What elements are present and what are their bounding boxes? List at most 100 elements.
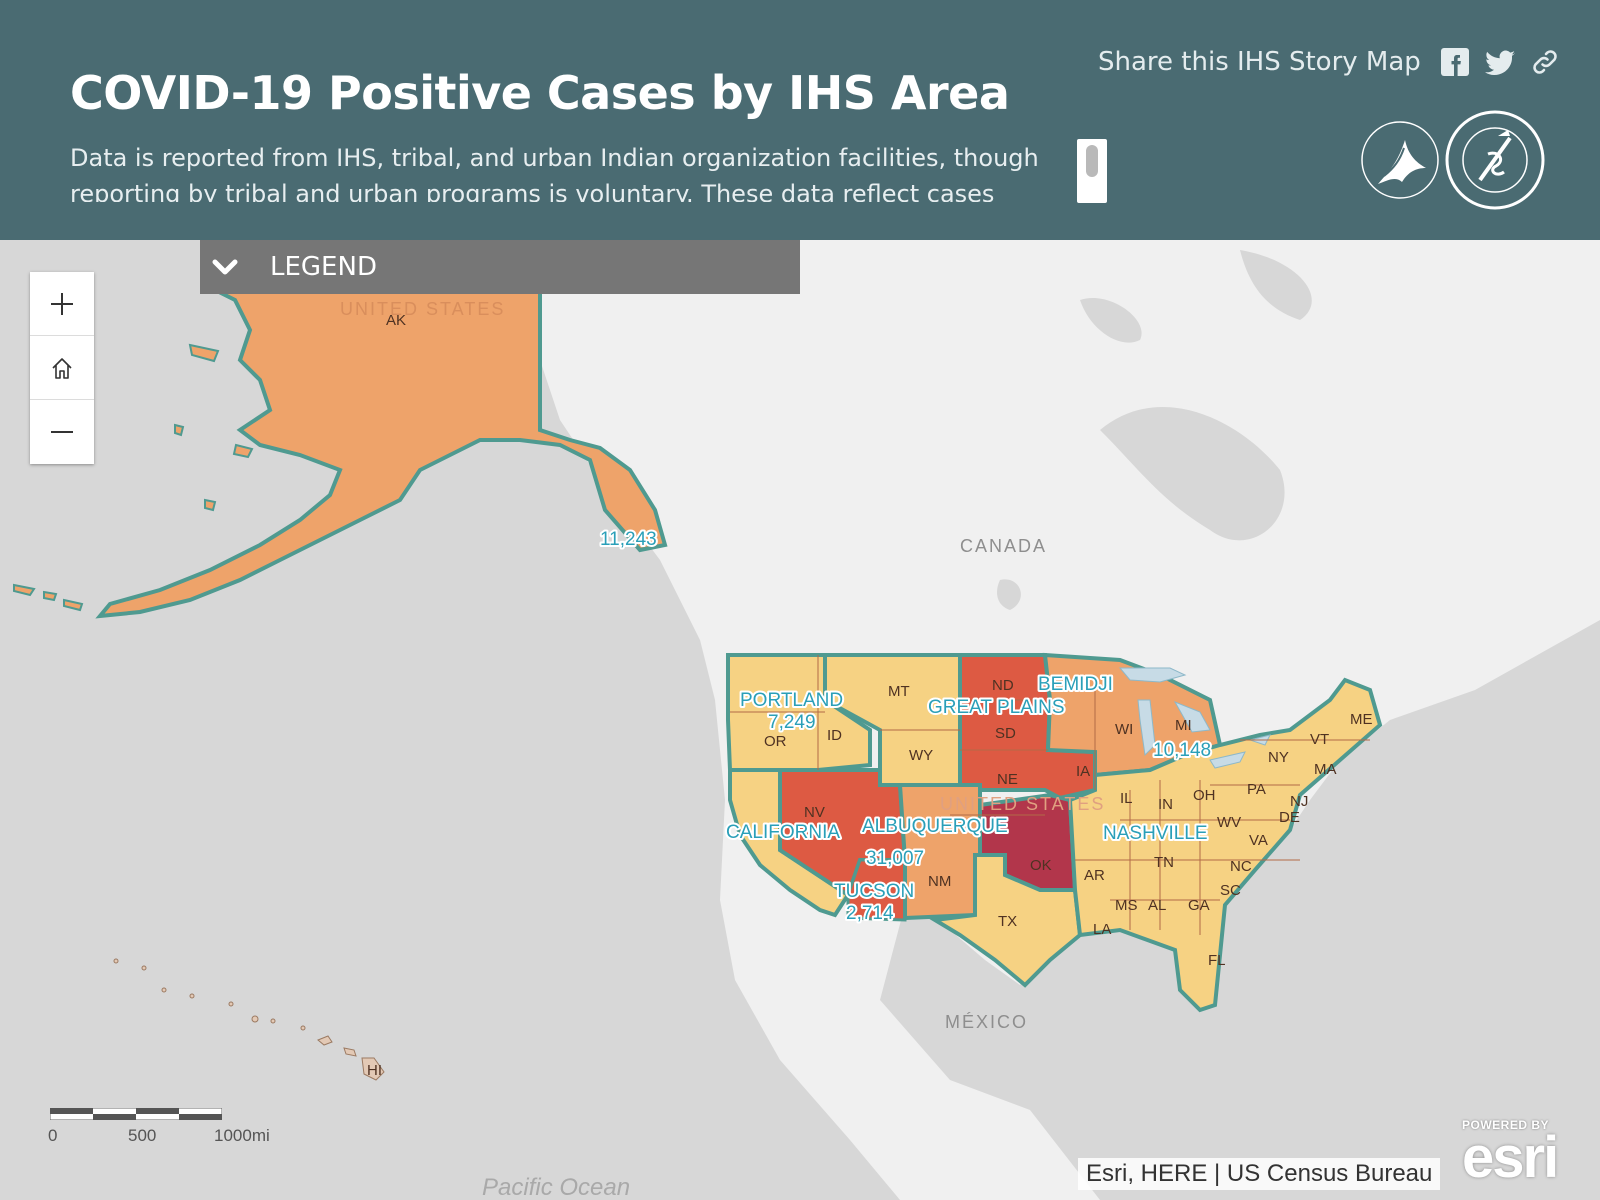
chevron-down-icon xyxy=(212,259,238,275)
scale-bar: 0 500 1000mi xyxy=(48,1108,340,1158)
state-label: MS xyxy=(1115,897,1138,914)
scale-label-0: 0 xyxy=(48,1126,58,1145)
legend-label: LEGEND xyxy=(270,252,377,282)
state-label: DE xyxy=(1279,809,1300,826)
home-button[interactable] xyxy=(30,336,94,400)
state-label: HI xyxy=(367,1062,382,1079)
phoenix-case-count: 31,007 xyxy=(866,848,924,869)
united-states-ak-label: UNITED STATES xyxy=(340,299,505,319)
facebook-icon[interactable] xyxy=(1440,47,1474,81)
alaska-area[interactable] xyxy=(95,240,668,619)
state-label: SC xyxy=(1220,882,1241,899)
plus-icon xyxy=(51,293,73,315)
state-labels: AK MT ND OR ID WY SD WI MI NY ME VT MA I… xyxy=(367,312,1373,1079)
scale-label-1000: 1000mi xyxy=(214,1126,270,1145)
state-label: ID xyxy=(827,727,842,744)
header: COVID-19 Positive Cases by IHS Area Data… xyxy=(0,0,1600,240)
state-label: NM xyxy=(928,873,951,890)
description-panel[interactable]: Data is reported from IHS, tribal, and u… xyxy=(70,140,1070,202)
state-label: AR xyxy=(1084,867,1105,884)
state-label: ME xyxy=(1350,711,1373,728)
nashville-area[interactable] xyxy=(1067,677,1383,1013)
state-label: MA xyxy=(1314,761,1337,778)
state-label: OR xyxy=(764,733,787,750)
hudson-bay xyxy=(1100,407,1285,541)
alaska-case-count: 11,243 xyxy=(600,529,657,550)
california-label: CALIFORNIA xyxy=(726,822,840,843)
state-label: IA xyxy=(1076,763,1090,780)
state-label: AK xyxy=(386,312,406,329)
portland-case-count: 7,249 xyxy=(768,712,816,733)
zoom-out-button[interactable] xyxy=(30,400,94,464)
description-text: Data is reported from IHS, tribal, and u… xyxy=(70,144,1039,202)
state-label: NE xyxy=(997,771,1018,788)
state-label: TX xyxy=(998,913,1017,930)
state-label: NV xyxy=(804,804,825,821)
place-labels: CANADA MÉXICO UNITED STATES UNITED STATE… xyxy=(340,299,1105,1200)
arctic-water xyxy=(1080,298,1142,343)
hhs-ihs-seal-logo xyxy=(1360,110,1560,210)
mexico-label: MÉXICO xyxy=(945,1012,1028,1032)
nashville-label: NASHVILLE xyxy=(1103,823,1208,844)
lake-winnipeg xyxy=(997,579,1021,610)
state-label: NJ xyxy=(1290,793,1308,810)
share-label: Share this IHS Story Map xyxy=(1098,47,1421,77)
bemidji-label: BEMIDJI xyxy=(1038,674,1113,695)
legend-toggle[interactable]: LEGEND xyxy=(200,240,800,294)
state-label: MT xyxy=(888,683,910,700)
esri-logo[interactable]: POWERED BY esri xyxy=(1462,1118,1592,1193)
state-label: IN xyxy=(1158,796,1173,813)
link-icon[interactable] xyxy=(1530,47,1564,81)
zoom-in-button[interactable] xyxy=(30,272,94,336)
description-scrollbar[interactable] xyxy=(1077,139,1107,203)
state-label: AL xyxy=(1148,897,1166,914)
alaska-islands xyxy=(13,343,254,612)
state-label: LA xyxy=(1093,921,1111,938)
state-label: WI xyxy=(1115,721,1133,738)
minus-icon xyxy=(51,431,73,433)
canada-label: CANADA xyxy=(960,536,1047,556)
state-borders xyxy=(730,655,1370,935)
map-attribution[interactable]: Esri, HERE | US Census Bureau xyxy=(1078,1158,1441,1190)
state-label: FL xyxy=(1208,952,1226,969)
esri-wordmark: esri xyxy=(1462,1125,1559,1190)
albuquerque-label: ALBUQUERQUE xyxy=(862,816,1008,837)
area-labels: 11,243 PORTLAND 7,249 BEMIDJI 10,148 GRE… xyxy=(598,527,1213,926)
state-label: SD xyxy=(995,725,1016,742)
hawaii-islands xyxy=(113,958,385,1081)
tucson-case-count: 2,714 xyxy=(846,903,894,924)
portland-label: PORTLAND xyxy=(740,690,843,711)
scale-label-500: 500 xyxy=(128,1126,157,1145)
state-label: OH xyxy=(1193,787,1216,804)
home-icon xyxy=(52,358,72,379)
zoom-controls xyxy=(30,272,94,464)
map-view[interactable]: CANADA MÉXICO UNITED STATES UNITED STATE… xyxy=(0,240,1600,1200)
scrollbar-thumb[interactable] xyxy=(1086,145,1098,177)
state-label: WY xyxy=(909,747,933,764)
scale-bar-graphic xyxy=(50,1108,222,1120)
state-label: VA xyxy=(1249,832,1268,849)
texas-region[interactable] xyxy=(929,853,1083,988)
great-lakes xyxy=(1118,667,1271,769)
united-states-main-label: UNITED STATES xyxy=(940,794,1105,814)
bemidji-case-count: 10,148 xyxy=(1153,740,1211,761)
great-plains-label: GREAT PLAINS xyxy=(928,697,1065,718)
state-label: NY xyxy=(1268,749,1289,766)
page-title: COVID-19 Positive Cases by IHS Area xyxy=(70,66,1010,120)
twitter-icon[interactable] xyxy=(1484,47,1518,81)
pacific-ocean-label: Pacific Ocean xyxy=(482,1174,630,1200)
state-label: IL xyxy=(1120,790,1133,807)
tucson-area[interactable] xyxy=(846,858,907,922)
state-label: PA xyxy=(1247,781,1266,798)
state-label: MI xyxy=(1175,717,1192,734)
ihs-area-layer[interactable] xyxy=(13,240,1383,1013)
baffin-water xyxy=(1240,250,1312,320)
basemap-svg[interactable]: CANADA MÉXICO UNITED STATES UNITED STATE… xyxy=(0,240,1600,1200)
state-label: WV xyxy=(1217,814,1241,831)
state-label: OK xyxy=(1030,857,1052,874)
state-label: VT xyxy=(1310,731,1329,748)
esri-powered-by: POWERED BY xyxy=(1462,1118,1550,1132)
state-label: NC xyxy=(1230,858,1252,875)
tucson-label: TUCSON xyxy=(834,881,914,902)
state-label: TN xyxy=(1154,854,1174,871)
